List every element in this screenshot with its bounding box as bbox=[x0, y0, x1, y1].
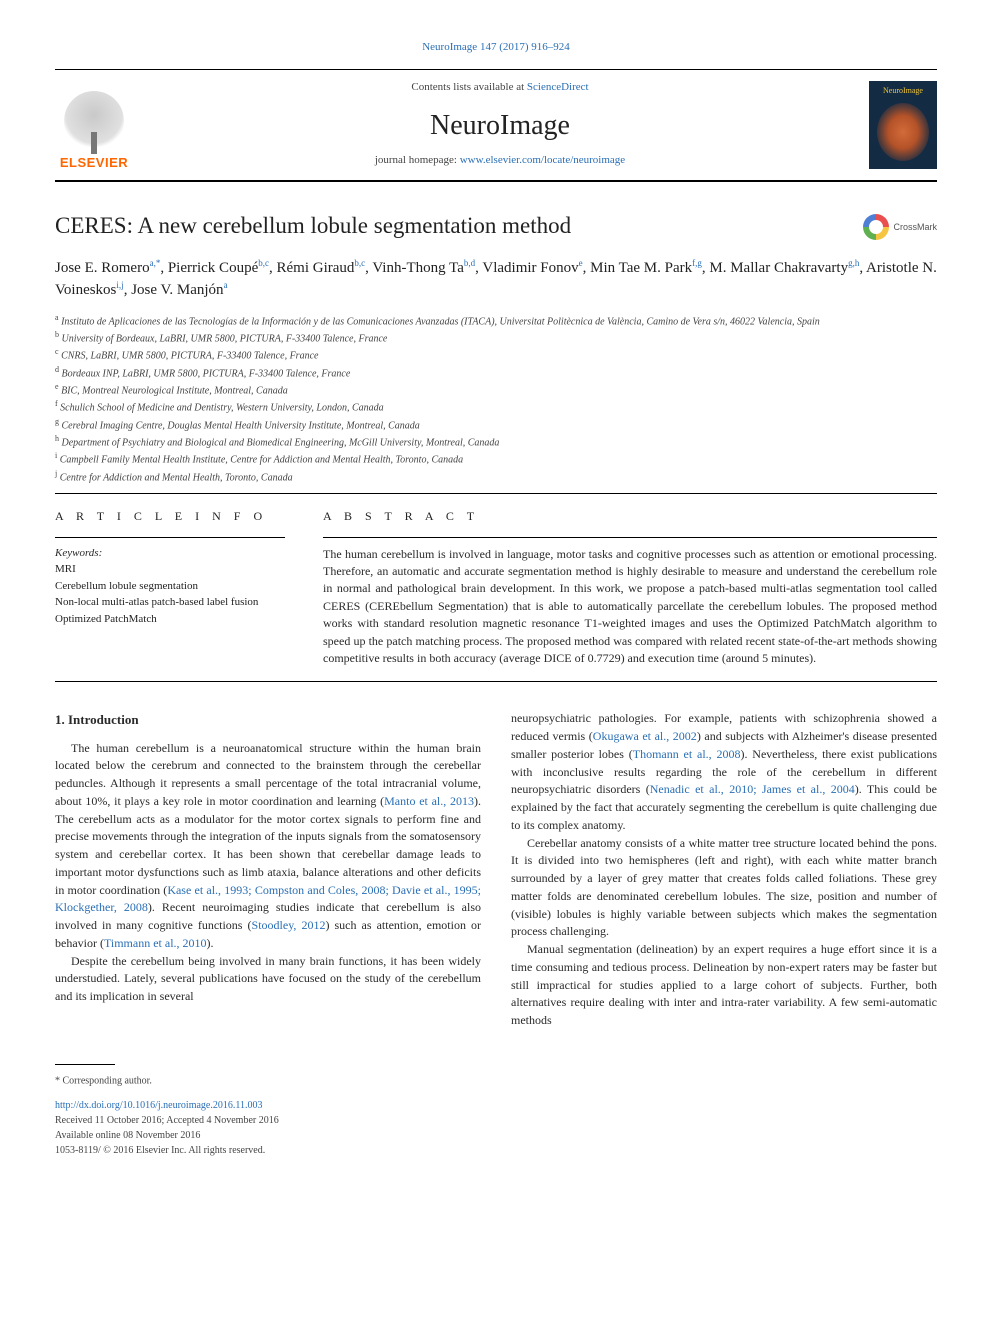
journal-header: ELSEVIER Contents lists available at Sci… bbox=[55, 69, 937, 182]
author-affiliation-marker: g,h bbox=[848, 258, 859, 268]
affiliation-line: b University of Bordeaux, LaBRI, UMR 580… bbox=[55, 329, 937, 346]
affiliation-line: a Instituto de Aplicaciones de las Tecno… bbox=[55, 312, 937, 329]
elsevier-wordmark: ELSEVIER bbox=[60, 154, 128, 172]
author-affiliation-marker: b,c bbox=[354, 258, 365, 268]
affiliation-line: d Bordeaux INP, LaBRI, UMR 5800, PICTURA… bbox=[55, 364, 937, 381]
affiliation-key: g bbox=[55, 417, 59, 426]
affiliation-key: j bbox=[55, 469, 57, 478]
affiliations-list: a Instituto de Aplicaciones de las Tecno… bbox=[55, 312, 937, 485]
rule-above-abstract bbox=[55, 493, 937, 494]
citation-link[interactable]: Thomann et al., 2008 bbox=[633, 747, 741, 761]
affiliation-line: f Schulich School of Medicine and Dentis… bbox=[55, 398, 937, 415]
elsevier-tree-icon bbox=[64, 91, 124, 151]
keywords-label: Keywords: bbox=[55, 546, 285, 561]
affiliation-line: c CNRS, LaBRI, UMR 5800, PICTURA, F-3340… bbox=[55, 346, 937, 363]
received-dates: Received 11 October 2016; Accepted 4 Nov… bbox=[55, 1113, 937, 1128]
author-list: Jose E. Romeroa,*, Pierrick Coupéb,c, Ré… bbox=[55, 257, 937, 302]
author-affiliation-marker: f,g bbox=[692, 258, 702, 268]
author-name: Pierrick Coupé bbox=[168, 260, 258, 276]
crossmark-icon bbox=[863, 214, 889, 240]
header-right bbox=[855, 70, 937, 180]
intro-paragraph-2: Despite the cerebellum being involved in… bbox=[55, 953, 481, 1006]
intro-p1-text: ). bbox=[207, 936, 214, 950]
affiliation-key: f bbox=[55, 399, 58, 408]
affiliation-key: b bbox=[55, 330, 59, 339]
header-center: Contents lists available at ScienceDirec… bbox=[145, 70, 855, 180]
author-name: Jose V. Manjón bbox=[131, 282, 223, 298]
keyword-item: Optimized PatchMatch bbox=[55, 611, 285, 628]
keywords-list: MRICerebellum lobule segmentationNon-loc… bbox=[55, 561, 285, 627]
rule-above-body bbox=[55, 681, 937, 682]
affiliation-key: e bbox=[55, 382, 59, 391]
author-name: M. Mallar Chakravarty bbox=[709, 260, 848, 276]
affiliation-key: c bbox=[55, 347, 59, 356]
journal-reference-link[interactable]: NeuroImage 147 (2017) 916–924 bbox=[422, 41, 570, 53]
citation-link[interactable]: Manto et al., 2013 bbox=[384, 794, 474, 808]
keyword-item: Cerebellum lobule segmentation bbox=[55, 578, 285, 595]
author-name: Min Tae M. Park bbox=[590, 260, 692, 276]
contents-line: Contents lists available at ScienceDirec… bbox=[145, 80, 855, 95]
issn-copyright: 1053-8119/ © 2016 Elsevier Inc. All righ… bbox=[55, 1143, 937, 1158]
affiliation-key: h bbox=[55, 434, 59, 443]
rule-under-abstract-heading bbox=[323, 537, 937, 538]
publisher-logo-block: ELSEVIER bbox=[55, 70, 145, 180]
author-affiliation-marker: a bbox=[224, 280, 228, 290]
footer-block: * Corresponding author. http://dx.doi.or… bbox=[55, 1064, 937, 1158]
intro-paragraph-3: neuropsychiatric pathologies. For exampl… bbox=[511, 710, 937, 834]
citation-link[interactable]: Stoodley, 2012 bbox=[252, 918, 326, 932]
crossmark-label: CrossMark bbox=[893, 221, 937, 234]
article-info-column: A R T I C L E I N F O Keywords: MRICereb… bbox=[55, 508, 285, 668]
introduction-heading: 1. Introduction bbox=[55, 710, 481, 729]
body-text: 1. Introduction The human cerebellum is … bbox=[55, 710, 937, 1030]
affiliation-line: g Cerebral Imaging Centre, Douglas Menta… bbox=[55, 416, 937, 433]
corresponding-author-note: * Corresponding author. bbox=[55, 1071, 937, 1088]
citation-link[interactable]: Nenadic et al., 2010; James et al., 2004 bbox=[650, 782, 855, 796]
doi-link[interactable]: http://dx.doi.org/10.1016/j.neuroimage.2… bbox=[55, 1100, 263, 1111]
citation-link[interactable]: Timmann et al., 2010 bbox=[104, 936, 207, 950]
contents-text: Contents lists available at bbox=[411, 81, 526, 93]
homepage-label: journal homepage: bbox=[375, 154, 460, 166]
author-affiliation-marker: b,d bbox=[464, 258, 475, 268]
rule-under-info-heading bbox=[55, 537, 285, 538]
affiliation-line: j Centre for Addiction and Mental Health… bbox=[55, 468, 937, 485]
journal-reference: NeuroImage 147 (2017) 916–924 bbox=[55, 40, 937, 55]
affiliation-key: a bbox=[55, 313, 59, 322]
article-info-heading: A R T I C L E I N F O bbox=[55, 508, 285, 525]
available-online: Available online 08 November 2016 bbox=[55, 1128, 937, 1143]
elsevier-logo: ELSEVIER bbox=[55, 84, 133, 172]
author-name: Jose E. Romero bbox=[55, 260, 150, 276]
sciencedirect-link[interactable]: ScienceDirect bbox=[527, 81, 589, 93]
keyword-item: Non-local multi-atlas patch-based label … bbox=[55, 594, 285, 611]
author-name: Rémi Giraud bbox=[276, 260, 354, 276]
author-name: Vladimir Fonov bbox=[482, 260, 578, 276]
affiliation-line: i Campbell Family Mental Health Institut… bbox=[55, 450, 937, 467]
intro-paragraph-5: Manual segmentation (delineation) by an … bbox=[511, 941, 937, 1030]
author-affiliation-marker: b,c bbox=[258, 258, 269, 268]
author-affiliation-marker: i,j bbox=[116, 280, 123, 290]
author-affiliation-marker: a,* bbox=[150, 258, 161, 268]
intro-paragraph-4: Cerebellar anatomy consists of a white m… bbox=[511, 835, 937, 942]
affiliation-line: e BIC, Montreal Neurological Institute, … bbox=[55, 381, 937, 398]
affiliation-key: d bbox=[55, 365, 59, 374]
abstract-column: A B S T R A C T The human cerebellum is … bbox=[323, 508, 937, 668]
affiliation-key: i bbox=[55, 451, 57, 460]
crossmark-badge[interactable]: CrossMark bbox=[863, 214, 937, 240]
article-title: CERES: A new cerebellum lobule segmentat… bbox=[55, 210, 571, 242]
footer-rule bbox=[55, 1064, 115, 1065]
author-name: Vinh-Thong Ta bbox=[372, 260, 464, 276]
intro-p1-text: ). The cerebellum acts as a modulator fo… bbox=[55, 794, 481, 897]
journal-name: NeuroImage bbox=[145, 106, 855, 145]
abstract-text: The human cerebellum is involved in lang… bbox=[323, 546, 937, 668]
homepage-link[interactable]: www.elsevier.com/locate/neuroimage bbox=[460, 154, 625, 166]
journal-cover-thumbnail bbox=[869, 81, 937, 169]
homepage-line: journal homepage: www.elsevier.com/locat… bbox=[145, 153, 855, 168]
keyword-item: MRI bbox=[55, 561, 285, 578]
abstract-heading: A B S T R A C T bbox=[323, 508, 937, 525]
author-affiliation-marker: e bbox=[579, 258, 583, 268]
affiliation-line: h Department of Psychiatry and Biologica… bbox=[55, 433, 937, 450]
intro-paragraph-1: The human cerebellum is a neuroanatomica… bbox=[55, 740, 481, 953]
citation-link[interactable]: Okugawa et al., 2002 bbox=[593, 729, 697, 743]
